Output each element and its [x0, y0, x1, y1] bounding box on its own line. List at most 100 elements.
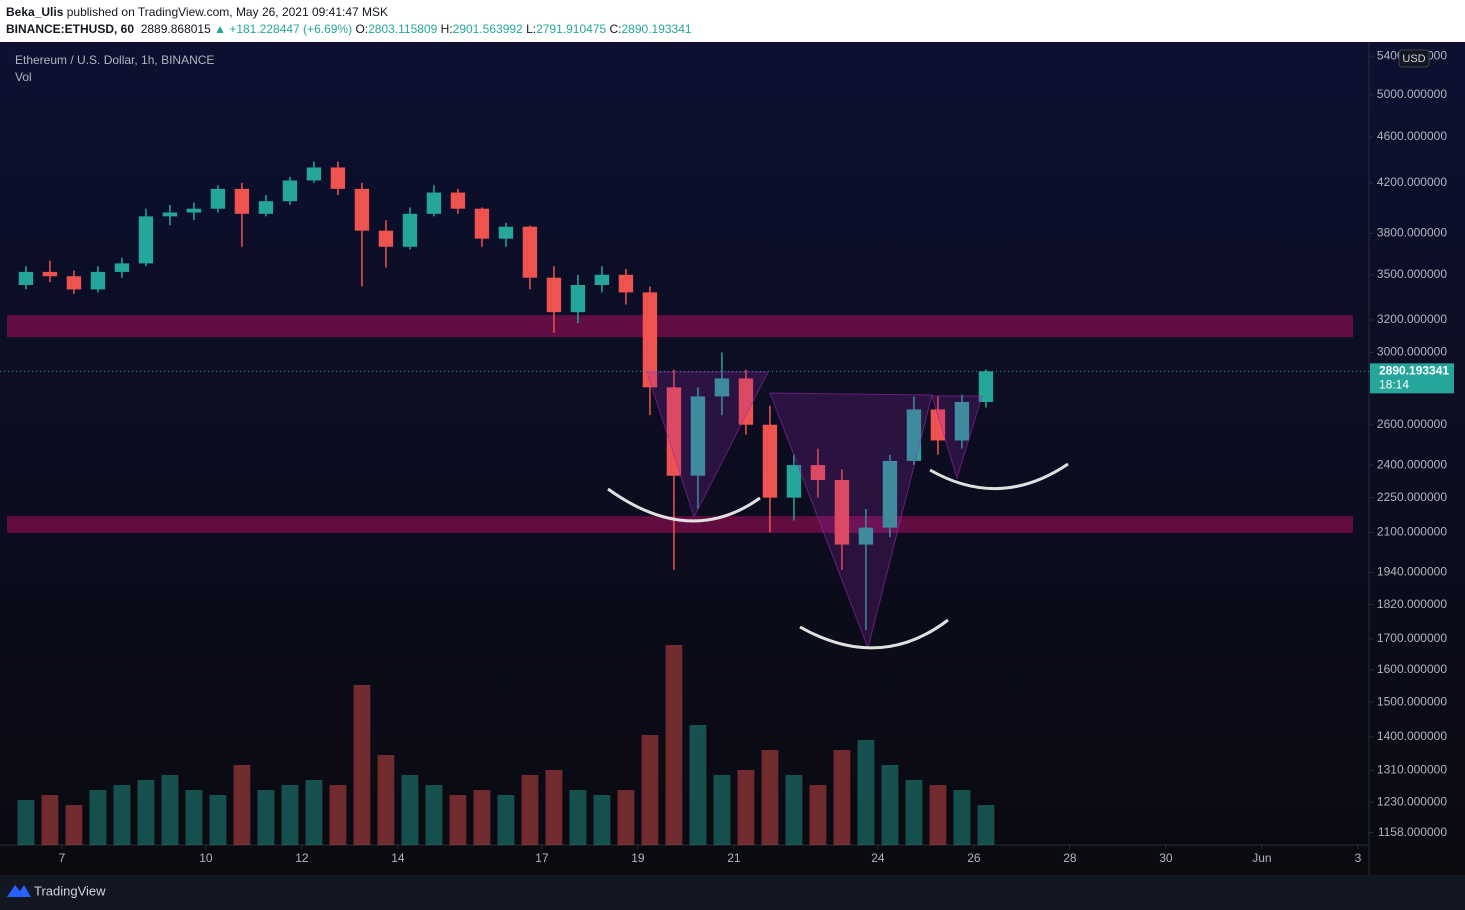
volume-bar	[305, 780, 323, 845]
chart-title: Ethereum / U.S. Dollar, 1h, BINANCE	[15, 53, 214, 67]
candle-body	[90, 271, 106, 290]
candle-body	[618, 274, 634, 293]
volume-bar	[977, 805, 995, 845]
candle-body	[522, 226, 538, 278]
candle-body	[762, 424, 778, 498]
volume-bar	[353, 685, 371, 845]
brand[interactable]: TradingView	[7, 883, 106, 898]
x-tick-label: 26	[967, 851, 981, 865]
triangle	[646, 371, 769, 519]
volume-bar	[905, 780, 923, 845]
candle-body	[42, 271, 58, 277]
candle-body	[786, 465, 802, 498]
volume-bar	[281, 785, 299, 845]
countdown: 18:14	[1379, 378, 1409, 392]
x-tick-label: 7	[59, 851, 66, 865]
y-tick-label: 2400.000000	[1377, 457, 1447, 471]
x-tick-label: 24	[871, 851, 885, 865]
candle-body	[666, 387, 682, 476]
y-tick-label: 4600.000000	[1377, 129, 1447, 143]
volume-bar	[521, 775, 539, 845]
symbol-line: BINANCE:ETHUSD, 60 2889.868015 ▲ +181.22…	[6, 22, 692, 36]
candle-body	[186, 208, 202, 213]
volume-bar	[761, 750, 779, 845]
ohlc-key: O:	[355, 22, 369, 36]
candle-body	[354, 188, 370, 231]
y-tick-label: 2250.000000	[1377, 490, 1447, 504]
zone	[7, 516, 1353, 533]
volume-bar	[209, 795, 227, 845]
candle-body	[114, 263, 130, 272]
candle-body	[738, 378, 754, 425]
x-tick-label: 17	[535, 851, 549, 865]
y-tick-label: 3500.000000	[1377, 267, 1447, 281]
x-tick-label: 28	[1063, 851, 1077, 865]
y-tick-label: 1940.000000	[1377, 565, 1447, 579]
x-tick-label: 3	[1355, 851, 1362, 865]
ohlc-key: H:	[440, 22, 453, 36]
candle-body	[138, 216, 154, 264]
volume-bar	[497, 795, 515, 845]
volume-bar	[377, 755, 395, 845]
volume-bar	[17, 800, 35, 845]
candle-body	[834, 480, 850, 545]
volume-bar	[425, 785, 443, 845]
volume-bar	[257, 790, 275, 845]
y-tick-label: 1820.000000	[1377, 597, 1447, 611]
y-tick-label: 3200.000000	[1377, 312, 1447, 326]
candle-body	[906, 409, 922, 461]
y-tick-label: 2600.000000	[1377, 417, 1447, 431]
header: Beka_Ulis published on TradingView.com, …	[0, 0, 1465, 42]
candle-body	[498, 226, 514, 239]
volume-bar	[665, 645, 683, 845]
volume-bar	[809, 785, 827, 845]
y-tick-label: 5000.000000	[1377, 87, 1447, 101]
ohlc-value: 2901.563992	[452, 22, 523, 36]
volume-bar	[833, 750, 851, 845]
volume-bar	[881, 765, 899, 845]
volume-bar	[785, 775, 803, 845]
candle-body	[450, 192, 466, 209]
ohlc-value: 2890.193341	[621, 22, 692, 36]
candle-body	[690, 396, 706, 476]
x-tick-label: 14	[391, 851, 405, 865]
y-tick-label: 3800.000000	[1377, 225, 1447, 239]
symbol: BINANCE:ETHUSD, 60	[6, 22, 135, 36]
volume-bar	[569, 790, 587, 845]
y-tick-label: 1310.000000	[1377, 763, 1447, 777]
y-tick-label: 4200.000000	[1377, 175, 1447, 189]
candle-body	[210, 188, 226, 209]
arc	[799, 618, 949, 650]
arc	[607, 487, 761, 523]
background	[0, 42, 1465, 875]
candle-body	[18, 271, 34, 285]
published: published on TradingView.com, May 26, 20…	[66, 5, 389, 19]
zone	[7, 315, 1353, 338]
x-tick-label: 12	[295, 851, 309, 865]
volume-bar	[113, 785, 131, 845]
currency: USD	[1402, 53, 1425, 65]
price: 2889.868015	[140, 22, 211, 36]
y-tick-label: 1500.000000	[1377, 694, 1447, 708]
candle-body	[570, 284, 586, 313]
y-tick-label: 1700.000000	[1377, 631, 1447, 645]
candle-body	[330, 167, 346, 189]
volume-bar	[857, 740, 875, 845]
volume-bar	[953, 790, 971, 845]
candle-body	[282, 180, 298, 202]
candle-body	[378, 230, 394, 247]
ohlc-value: 2803.115809	[368, 22, 438, 36]
candle-body	[642, 292, 658, 388]
candle-body	[594, 274, 610, 285]
x-tick-label: 10	[199, 851, 213, 865]
volume-bar	[185, 790, 203, 845]
candle-body	[882, 460, 898, 528]
candle-body	[234, 188, 250, 214]
footer	[0, 875, 1465, 910]
volume-bar	[713, 775, 731, 845]
logo[interactable]	[7, 885, 31, 897]
brand-name[interactable]: TradingView	[34, 883, 106, 898]
pattern-drawings	[607, 371, 1069, 650]
